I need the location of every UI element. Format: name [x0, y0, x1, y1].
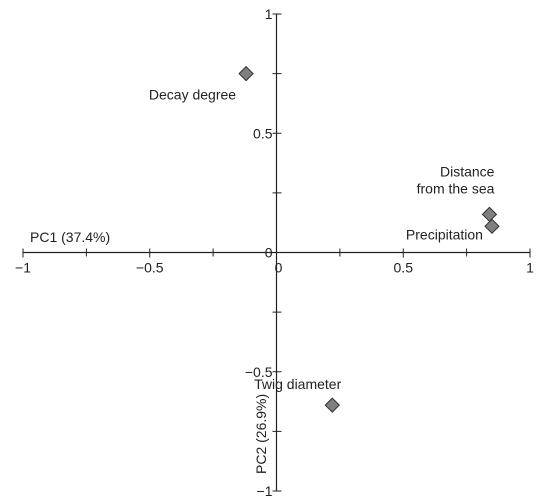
y-tick-label: 1 — [265, 6, 273, 22]
point-label: Distance — [440, 163, 495, 179]
y-tick-label: −1 — [257, 483, 273, 497]
data-points — [238, 65, 500, 413]
data-point — [238, 65, 254, 82]
x-tick-label: 1 — [526, 260, 534, 276]
tick-labels: −1 −0.5 0 0.5 1 −1 −0.5 0 0.5 1 — [15, 6, 534, 497]
y-axis-title: PC2 (26.9%) — [253, 394, 269, 474]
point-label: Precipitation — [406, 226, 483, 242]
data-point — [484, 218, 500, 234]
x-axis-title: PC1 (37.4%) — [30, 229, 110, 245]
y-tick-label: 0 — [265, 245, 273, 261]
point-label: from the sea — [417, 180, 495, 196]
point-label: Twig diameter — [254, 376, 341, 392]
axis-ticks — [22, 13, 531, 492]
point-label: Decay degree — [149, 87, 236, 103]
y-tick-label: −0.5 — [245, 364, 273, 380]
x-tick-label: −0.5 — [136, 260, 164, 276]
data-point — [481, 206, 498, 223]
x-tick-label: 0.5 — [394, 260, 414, 276]
x-tick-label: 0 — [275, 260, 283, 276]
y-tick-label: 0.5 — [253, 125, 273, 141]
x-tick-label: −1 — [15, 260, 31, 276]
data-point — [324, 397, 340, 413]
